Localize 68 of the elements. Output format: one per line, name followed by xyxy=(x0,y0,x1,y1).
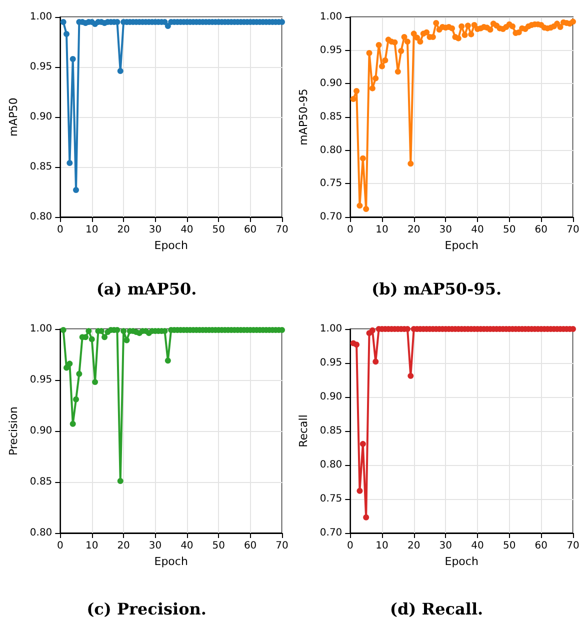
y-tick-label: 1.00 xyxy=(320,324,342,334)
x-tick-label: 40 xyxy=(471,540,484,552)
y-tick-label: 0.95 xyxy=(30,62,52,72)
y-tick-label: 0.90 xyxy=(30,112,52,122)
text: (c) Precision. xyxy=(86,600,206,618)
x-tick-label: 60 xyxy=(244,224,257,236)
x-tick-label: 20 xyxy=(117,540,130,552)
x-tick-label: 0 xyxy=(346,540,354,552)
x-tick-label: 60 xyxy=(534,224,548,236)
x-tick-label: 70 xyxy=(566,224,580,236)
x-tick-label: 30 xyxy=(439,224,452,236)
y-axis-title: mAP50 xyxy=(7,98,20,136)
x-tick-label: 60 xyxy=(534,540,548,552)
x-tick-label: 50 xyxy=(502,224,516,236)
x-tick-label: 10 xyxy=(85,224,98,236)
y-tick-label: 0.85 xyxy=(320,426,342,436)
y-axis-title: Precision xyxy=(7,406,20,456)
x-axis-title: Epoch xyxy=(444,238,478,252)
y-tick-label: 0.95 xyxy=(320,358,342,368)
y-tick-label: 0.70 xyxy=(320,212,342,222)
x-tick-label: 50 xyxy=(212,224,225,236)
x-tick-label: 0 xyxy=(56,540,64,552)
x-tick-label: 30 xyxy=(148,224,162,236)
x-tick-label: 70 xyxy=(276,540,288,552)
x-tick-label: 10 xyxy=(376,540,388,552)
x-tick-label: 10 xyxy=(85,540,98,552)
y-tick-label: 0.90 xyxy=(30,426,52,436)
x-tick-label: 40 xyxy=(180,224,194,236)
x-axis-title: Epoch xyxy=(154,554,188,568)
y-tick-label: 0.80 xyxy=(30,212,52,222)
y-tick-label: 0.90 xyxy=(320,78,342,90)
y-axis-title: Recall xyxy=(297,414,310,448)
text: (a) mAP50. xyxy=(96,280,197,298)
x-tick-label: 50 xyxy=(502,540,516,552)
y-tick-label: 0.80 xyxy=(30,528,52,538)
x-tick-label: 20 xyxy=(407,540,420,552)
text: (d) Recall. xyxy=(390,600,484,618)
x-tick-label: 0 xyxy=(56,224,64,236)
x-tick-label: 20 xyxy=(407,224,420,236)
x-axis-title: Epoch xyxy=(444,554,478,568)
y-tick-label: 0.85 xyxy=(320,112,342,122)
x-tick-label: 70 xyxy=(276,224,288,236)
y-tick-label: 0.70 xyxy=(320,528,342,538)
y-tick-label: 1.00 xyxy=(30,324,52,334)
y-tick-label: 0.95 xyxy=(320,44,342,56)
x-tick-label: 20 xyxy=(117,224,130,236)
text: (b) mAP50-95. xyxy=(371,280,502,298)
x-tick-label: 0 xyxy=(346,224,354,236)
y-tick-label: 0.80 xyxy=(320,460,342,470)
y-axis-title: mAP50-95 xyxy=(297,88,310,146)
x-tick-label: 40 xyxy=(471,224,484,236)
y-tick-label: 0.90 xyxy=(320,392,342,402)
y-tick-label: 0.85 xyxy=(30,476,52,488)
y-tick-label: 1.00 xyxy=(320,12,342,22)
x-tick-label: 30 xyxy=(148,540,162,552)
x-tick-label: 70 xyxy=(566,540,580,552)
y-tick-label: 0.75 xyxy=(320,178,342,190)
y-tick-label: 0.80 xyxy=(320,144,342,156)
x-tick-label: 30 xyxy=(439,540,452,552)
x-tick-label: 60 xyxy=(244,540,257,552)
y-tick-label: 0.75 xyxy=(320,494,342,504)
x-tick-label: 10 xyxy=(376,224,388,236)
x-axis-title: Epoch xyxy=(154,238,188,252)
x-tick-label: 40 xyxy=(180,540,194,552)
y-tick-label: 1.00 xyxy=(30,12,52,22)
x-tick-label: 50 xyxy=(212,540,225,552)
y-tick-label: 0.95 xyxy=(30,374,52,386)
y-tick-label: 0.85 xyxy=(30,162,52,172)
